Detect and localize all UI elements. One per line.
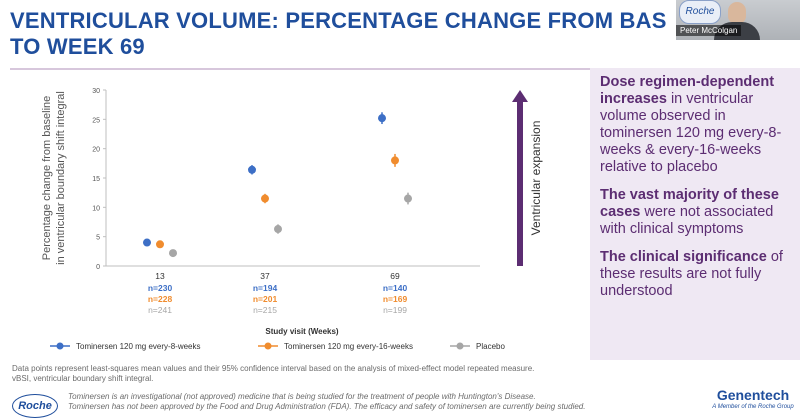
genentech-name: Genentech	[716, 387, 790, 403]
finding-1-rest: in ventricular volume observed in tomine…	[600, 91, 782, 175]
roche-logo-bottom: Roche	[12, 394, 58, 418]
finding-3-bold: The clinical significance	[600, 249, 767, 265]
y-tick-label: 25	[92, 117, 100, 124]
n-count-label: n=230	[148, 283, 173, 293]
n-count-label: n=241	[148, 305, 172, 315]
data-point	[378, 114, 386, 123]
expansion-arrow-head	[512, 90, 528, 102]
n-count-label: n=201	[253, 294, 278, 304]
chart-panel: Percentage change from baseline in ventri…	[10, 68, 590, 362]
roche-logo-top: Roche	[679, 0, 721, 24]
legend-marker	[56, 342, 64, 350]
x-tick-label: 69	[390, 271, 400, 281]
legend-marker	[456, 342, 464, 350]
y-axis-label-line-2: in ventricular boundary shift integral	[55, 91, 67, 265]
data-point	[391, 156, 399, 165]
data-point	[261, 194, 269, 203]
key-findings-panel: Dose regimen-dependent increases in vent…	[590, 68, 800, 360]
data-point	[274, 225, 282, 234]
y-tick-label: 0	[96, 264, 100, 271]
key-findings-text: Dose regimen-dependent increases in vent…	[600, 74, 790, 311]
slide-title-line-2: TO WEEK 69	[10, 34, 145, 59]
genentech-logo: Genentech A Member of the Roche Group	[708, 388, 798, 411]
n-count-label: n=169	[383, 294, 408, 304]
expansion-arrow-label: Ventricular expansion	[529, 121, 543, 236]
legend-marker	[264, 342, 272, 350]
data-point	[143, 238, 151, 247]
y-axis-label-line-1: Percentage change from baseline	[41, 96, 53, 261]
slide-title-line-1: VENTRICULAR VOLUME: PERCENTAGE CHANGE FR…	[10, 8, 667, 33]
participant-head	[728, 2, 746, 24]
n-count-label: n=194	[253, 283, 278, 293]
disclaimer-line-2: Tominersen has not been approved by the …	[68, 402, 586, 411]
finding-3-rest: of these results are not fully understoo…	[600, 249, 783, 299]
y-tick-label: 10	[92, 205, 100, 212]
slide-title: VENTRICULAR VOLUME: PERCENTAGE CHANGE FR…	[10, 8, 670, 60]
disclaimer: Tominersen is an investigational (not ap…	[68, 392, 628, 412]
dot-chart: Percentage change from baseline in ventri…	[41, 88, 543, 351]
n-count-label: n=215	[253, 305, 277, 315]
n-count-label: n=199	[383, 305, 407, 315]
data-point	[248, 165, 256, 174]
x-axis-label: Study visit (Weeks)	[265, 327, 339, 336]
y-tick-label: 20	[92, 147, 100, 154]
finding-2-bold: The vast majority of these cases	[600, 187, 779, 220]
x-tick-label: 37	[260, 271, 270, 281]
y-tick-label: 5	[96, 235, 100, 242]
finding-1-bold: Dose regimen-dependent increases	[600, 74, 775, 107]
footnote-line-2: vBSI, ventricular boundary shift integra…	[12, 374, 154, 383]
data-point	[169, 249, 177, 258]
legend-label: Tominersen 120 mg every-8-weeks	[76, 342, 201, 351]
data-point	[404, 194, 412, 203]
genentech-subtitle: A Member of the Roche Group	[712, 404, 794, 410]
legend-label: Placebo	[476, 342, 505, 351]
y-tick-label: 15	[92, 176, 100, 183]
y-tick-label: 30	[92, 88, 100, 95]
participant-name: Peter McColgan	[676, 25, 742, 36]
footnote-line-1: Data points represent least-squares mean…	[12, 364, 535, 373]
finding-2-rest: were not associated with clinical sympto…	[600, 204, 774, 237]
n-count-label: n=140	[383, 283, 408, 293]
n-count-label: n=228	[148, 294, 173, 304]
finding-3: The clinical significance of these resul…	[600, 249, 790, 300]
disclaimer-line-1: Tominersen is an investigational (not ap…	[68, 392, 536, 401]
finding-1: Dose regimen-dependent increases in vent…	[600, 74, 790, 176]
x-tick-label: 13	[155, 271, 165, 281]
data-point	[156, 240, 164, 249]
legend-label: Tominersen 120 mg every-16-weeks	[284, 342, 413, 351]
finding-2: The vast majority of these cases were no…	[600, 187, 790, 238]
footnote: Data points represent least-squares mean…	[12, 364, 572, 384]
